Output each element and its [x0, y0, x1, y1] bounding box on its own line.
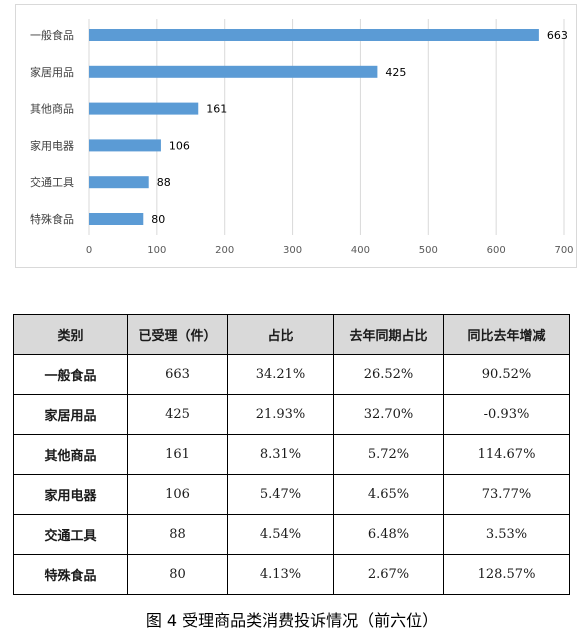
table-row: 家用电器 106 5.47% 4.65% 73.77% [13, 474, 570, 515]
cell-last-year-share: 5.72% [333, 434, 444, 475]
table-row: 其他商品 161 8.31% 5.72% 114.67% [13, 434, 570, 475]
data-label: 88 [157, 176, 171, 189]
x-tick-label: 700 [554, 245, 573, 256]
cell-accepted: 80 [127, 554, 228, 595]
category-label: 其他商品 [30, 102, 74, 116]
header-category: 类别 [13, 314, 128, 355]
table-row: 一般食品 663 34.21% 26.52% 90.52% [13, 354, 570, 395]
category-label: 家用电器 [30, 138, 74, 152]
x-tick-label: 100 [147, 245, 166, 256]
data-label: 80 [151, 213, 165, 226]
bar [89, 139, 161, 152]
complaint-table: 类别 已受理（件） 占比 去年同期占比 同比去年增减 一般食品 663 34.2… [13, 314, 570, 595]
data-label: 663 [547, 29, 568, 42]
x-tick-label: 200 [215, 245, 234, 256]
table-row: 交通工具 88 4.54% 6.48% 3.53% [13, 514, 570, 555]
cell-last-year-share: 2.67% [333, 554, 444, 595]
cell-accepted: 161 [127, 434, 228, 475]
bar [89, 176, 149, 189]
cell-accepted: 106 [127, 474, 228, 515]
x-tick-label: 0 [86, 245, 92, 256]
cell-category: 家居用品 [13, 394, 128, 435]
category-label: 特殊食品 [30, 212, 74, 226]
header-last-year-share: 去年同期占比 [333, 314, 444, 355]
x-tick-label: 500 [419, 245, 438, 256]
category-label: 家居用品 [30, 65, 74, 79]
cell-category: 交通工具 [13, 514, 128, 555]
header-yoy-change: 同比去年增减 [443, 314, 570, 355]
category-label: 一般食品 [30, 28, 74, 42]
bar [89, 65, 378, 78]
bar [89, 102, 199, 115]
cell-last-year-share: 32.70% [333, 394, 444, 435]
cell-yoy-change: 73.77% [443, 474, 570, 515]
table-header-row: 类别 已受理（件） 占比 去年同期占比 同比去年增减 [13, 314, 570, 355]
x-tick-label: 400 [351, 245, 370, 256]
cell-share: 4.54% [227, 514, 334, 555]
cell-accepted: 425 [127, 394, 228, 435]
cell-yoy-change: 114.67% [443, 434, 570, 475]
data-label: 425 [385, 66, 406, 79]
category-label: 交通工具 [30, 175, 74, 189]
cell-accepted: 663 [127, 354, 228, 395]
x-tick-label: 300 [283, 245, 302, 256]
table-row: 特殊食品 80 4.13% 2.67% 128.57% [13, 554, 570, 595]
cell-category: 家用电器 [13, 474, 128, 515]
bar [89, 213, 144, 225]
cell-last-year-share: 26.52% [333, 354, 444, 395]
figure-caption: 图 4 受理商品类消费投诉情况（前六位） [145, 611, 439, 630]
cell-share: 4.13% [227, 554, 334, 595]
cell-share: 8.31% [227, 434, 334, 475]
header-share: 占比 [227, 314, 334, 355]
cell-category: 特殊食品 [13, 554, 128, 595]
data-label: 161 [206, 103, 227, 116]
chart-canvas: 0 100 200 300 400 500 600 700 一般食品 663 家居用品 425 其他商品… [30, 19, 574, 256]
cell-last-year-share: 6.48% [333, 514, 444, 555]
cell-share: 34.21% [227, 354, 334, 395]
cell-share: 21.93% [227, 394, 334, 435]
cell-accepted: 88 [127, 514, 228, 555]
header-accepted: 已受理（件） [127, 314, 228, 355]
cell-yoy-change: 128.57% [443, 554, 570, 595]
cell-yoy-change: 90.52% [443, 354, 570, 395]
cell-yoy-change: 3.53% [443, 514, 570, 555]
table-row: 家居用品 425 21.93% 32.70% -0.93% [13, 394, 570, 435]
cell-last-year-share: 4.65% [333, 474, 444, 515]
data-label: 106 [169, 139, 190, 152]
cell-share: 5.47% [227, 474, 334, 515]
cell-yoy-change: -0.93% [443, 394, 570, 435]
bar [89, 29, 539, 41]
cell-category: 其他商品 [13, 434, 128, 475]
cell-category: 一般食品 [13, 354, 128, 395]
bar-chart: 0 100 200 300 400 500 600 700 一般食品 663 家居用品 425 其他商品… [15, 4, 577, 268]
x-tick-label: 600 [487, 245, 506, 256]
